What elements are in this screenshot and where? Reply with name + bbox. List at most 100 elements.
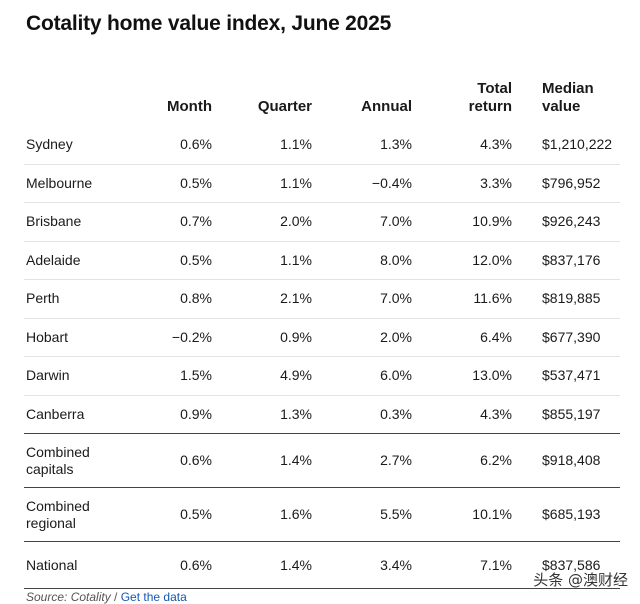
source-line: Source: Cotality / Get the data (26, 590, 187, 604)
row-name-text: Adelaide (26, 251, 81, 268)
row-name-text: Sydney (26, 136, 73, 153)
cell-total-return: 12.0% (412, 240, 512, 280)
cell-total-return: 10.1% (412, 487, 512, 542)
row-name-text: National (26, 556, 78, 573)
header-cell-quarter: Quarter (212, 78, 312, 126)
row-name-cell: Combined regional (24, 487, 132, 542)
cell-annual: 6.0% (312, 356, 412, 395)
row-name-cell: Brisbane (24, 202, 132, 241)
watermark-label: 头条 @澳财经 (533, 571, 628, 589)
cell-total-return: 11.6% (412, 279, 512, 318)
row-name-text: Perth (26, 290, 60, 307)
cell-month: 0.7% (132, 202, 212, 241)
table-row: Hobart −0.2% 0.9% 2.0% 6.4% $677,390 (24, 317, 620, 357)
row-name-text: Combined (26, 443, 90, 460)
cell-quarter: 0.9% (212, 317, 312, 357)
cell-median-value: $926,243 (512, 202, 620, 241)
row-name-text: Darwin (26, 367, 70, 384)
cell-annual: 2.0% (312, 317, 412, 357)
row-name-text: regional (26, 514, 76, 531)
cell-month: 0.6% (180, 136, 212, 153)
cell-quarter: 4.9% (212, 356, 312, 395)
header-row: Month Quarter Annual Total return Median value (24, 78, 620, 126)
cell-month: 0.8% (132, 279, 212, 318)
cell-annual: 7.0% (312, 202, 412, 241)
cell-median-value: $918,408 (512, 433, 620, 488)
table-row: Melbourne 0.5% 1.1% −0.4% 3.3% $796,952 (24, 163, 620, 203)
table-row: Combined regional 0.5% 1.6% 5.5% 10.1% $685,19… (24, 487, 620, 542)
cell-total-return: 6.4% (412, 317, 512, 357)
header-cell-total-return: Total return (412, 78, 512, 126)
header-text: Median (542, 80, 594, 97)
row-name-cell: Hobart (24, 317, 132, 357)
cell-annual: 1.3% (380, 136, 412, 153)
cell-median-value: $685,193 (512, 487, 620, 542)
cell-median-value: $677,390 (512, 317, 620, 357)
table-row: National 0.6% 1.4% 3.4% 7.1% $837,586 (24, 541, 620, 589)
get-the-data-link[interactable]: Get the data (120, 590, 187, 604)
cell-total-return: 13.0% (412, 356, 512, 395)
row-name-cell: Adelaide (24, 240, 132, 280)
cell-median-value: $837,586 (512, 541, 620, 589)
cell-month: 1.5% (132, 356, 212, 395)
table-row: Perth 0.8% 2.1% 7.0% 11.6% $819,885 (24, 279, 620, 318)
source-separator: / (110, 590, 121, 604)
cell-annual: 3.4% (312, 541, 412, 589)
row-name-text: Canberra (26, 405, 85, 422)
cell-annual: 2.7% (312, 433, 412, 488)
cell-median-value: $537,471 (512, 356, 620, 395)
cell-quarter: 1.1% (212, 163, 312, 203)
cell-total-return: 10.9% (412, 202, 512, 241)
table-row: Combined capitals 0.6% 1.4% 2.7% 6.2% $918,408 (24, 433, 620, 488)
table-row: Sydney 0.6% 1.1% 1.3% 4.3% $1,210,222 (24, 126, 620, 164)
cell-total-return: 6.2% (412, 433, 512, 488)
cell-month: 0.5% (132, 487, 212, 542)
cell-median-value: $855,197 (512, 394, 620, 434)
row-name-text: Hobart (26, 328, 69, 345)
cell-total-return: 4.3% (480, 136, 512, 153)
table-row: Adelaide 0.5% 1.1% 8.0% 12.0% $837,176 (24, 240, 620, 280)
cell-total-return: 7.1% (412, 541, 512, 589)
cell-month: 0.5% (132, 163, 212, 203)
header-cell-median-value: Median value (512, 78, 620, 126)
home-value-table: Month Quarter Annual Total return Median value… (24, 78, 620, 589)
row-name-cell: Perth (24, 279, 132, 318)
cell-annual: −0.4% (312, 163, 412, 203)
cell-median-value: $819,885 (512, 279, 620, 318)
row-name-cell: Combined capitals (24, 433, 132, 488)
cell-quarter: 1.3% (212, 394, 312, 434)
cell-quarter: 1.1% (280, 136, 312, 153)
header-text: Total (477, 80, 512, 97)
header-cell-annual: Annual (312, 78, 412, 126)
row-name-cell: National (24, 541, 132, 589)
cell-annual: 8.0% (312, 240, 412, 280)
table-row: Darwin 1.5% 4.9% 6.0% 13.0% $537,471 (24, 356, 620, 395)
row-name-text: capitals (26, 460, 74, 477)
cell-quarter: 2.1% (212, 279, 312, 318)
cell-month: 0.5% (132, 240, 212, 280)
table-row: Canberra 0.9% 1.3% 0.3% 4.3% $855,197 (24, 394, 620, 434)
cell-quarter: 1.6% (212, 487, 312, 542)
header-text: value (542, 98, 581, 115)
header-text: Quarter (257, 98, 312, 115)
row-name-text: Combined (26, 497, 90, 514)
cell-median-value: $1,210,222 (542, 136, 613, 153)
table-body: Sydney 0.6% 1.1% 1.3% 4.3% $1,210,222 Melbourn… (24, 126, 620, 589)
cell-annual: 5.5% (312, 487, 412, 542)
header-text: return (468, 98, 512, 115)
cell-annual: 7.0% (312, 279, 412, 318)
cell-quarter: 1.4% (212, 433, 312, 488)
cell-month: 0.9% (132, 394, 212, 434)
cell-quarter: 1.4% (212, 541, 312, 589)
source-label: Source: Cotality (26, 590, 111, 604)
header-cell-name (24, 78, 132, 126)
header-text: Annual (361, 98, 412, 115)
row-name-text: Melbourne (26, 174, 93, 191)
cell-quarter: 2.0% (212, 202, 312, 241)
row-name-cell: Melbourne (24, 163, 132, 203)
cell-total-return: 4.3% (412, 394, 512, 434)
row-name-cell: Sydney (24, 126, 132, 164)
row-name-text: Brisbane (26, 213, 82, 230)
header-cell-month: Month (132, 78, 212, 126)
cell-annual: 0.3% (312, 394, 412, 434)
